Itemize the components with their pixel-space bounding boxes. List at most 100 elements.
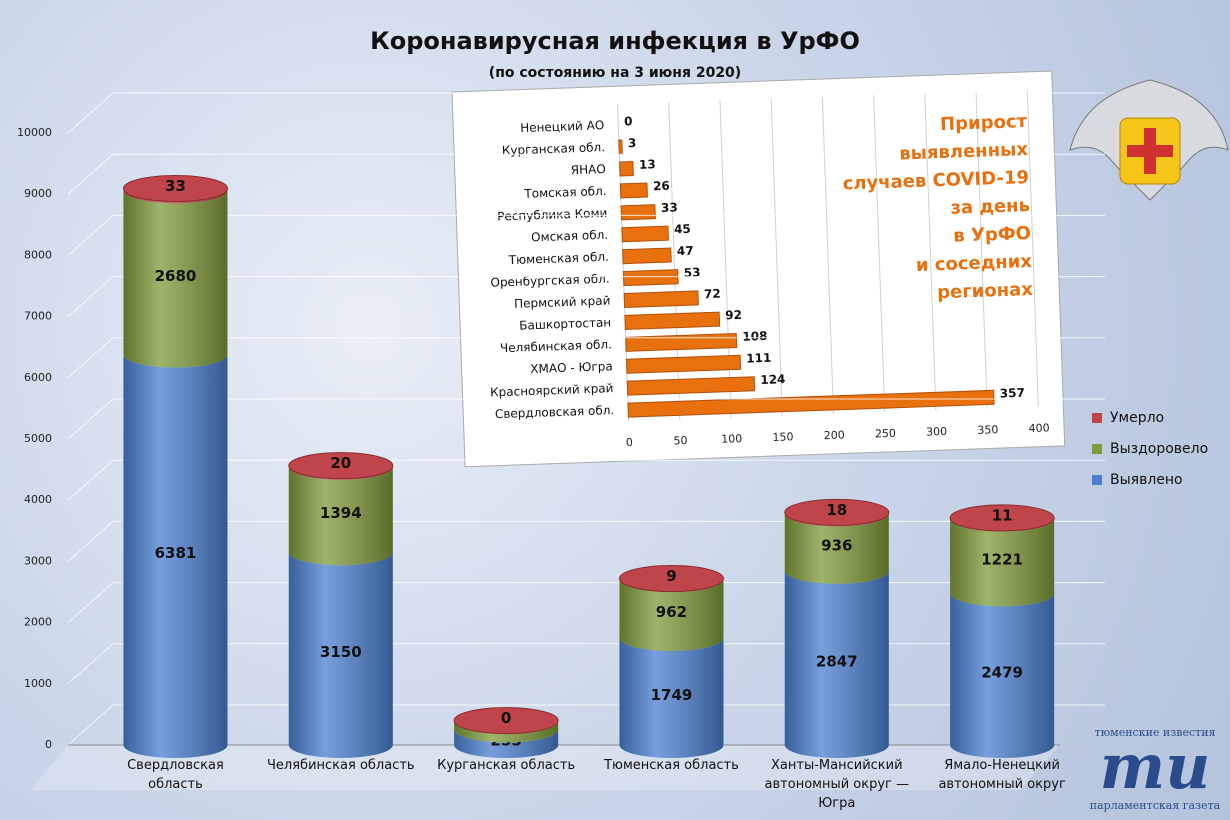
y-tick-label: 7000 (24, 310, 52, 323)
y-tick-label: Тюменская обл. (507, 250, 609, 268)
y-tick-label: 1000 (24, 677, 52, 690)
value-label: 18 (826, 501, 847, 519)
value-label: 72 (704, 287, 721, 302)
value-label: 1394 (320, 504, 362, 522)
bar (627, 389, 995, 418)
value-label: 2680 (155, 267, 197, 285)
cylinder-top (122, 174, 228, 202)
cylinder-shading (454, 729, 559, 758)
bar (626, 376, 756, 396)
value-label: 6381 (155, 544, 197, 562)
y-tick-label: 4000 (24, 493, 52, 506)
value-label: 936 (821, 537, 852, 555)
value-label: 3150 (320, 643, 362, 661)
cylinder-top (288, 452, 394, 480)
value-label: 13 (639, 157, 656, 172)
y-tick-label: Республика Коми (497, 206, 608, 224)
value-label: 357 (1000, 386, 1026, 401)
legend-swatch (1092, 444, 1102, 454)
value-label: 53 (684, 265, 701, 280)
x-tick-label: 0 (626, 436, 633, 449)
grid-line (67, 704, 1105, 746)
value-label: 26 (653, 179, 670, 194)
grid-line (821, 97, 834, 414)
cylinder-top (453, 707, 559, 735)
x-tick-label: Челябинская область (267, 758, 415, 773)
x-tick-label: 350 (977, 423, 998, 437)
y-tick-label: ХМАО - Югра (530, 359, 613, 376)
chart-subtitle: (по состоянию на 3 июня 2020) (489, 65, 741, 81)
y-tick-label: 3000 (24, 554, 52, 567)
cylinder-shading (619, 579, 724, 651)
x-tick-label: 200 (823, 429, 844, 443)
grid-line (873, 95, 886, 413)
bar (621, 225, 669, 243)
grid-line (67, 582, 1105, 623)
cylinder-top (949, 504, 1055, 532)
value-label: 3 (628, 136, 637, 150)
x-tick-label: 400 (1028, 421, 1049, 435)
cylinder-shading (619, 637, 724, 758)
value-label: 2479 (981, 664, 1023, 682)
chart-title: Коронавирусная инфекция в УрФО (370, 27, 860, 55)
inset-chart: 0 50 100 150 200 250 300 350 400 Ненецкий АО 0 Кург… (451, 70, 1066, 468)
value-label: 124 (760, 372, 786, 387)
x-tick-label: 300 (926, 425, 947, 439)
emblem (1069, 79, 1229, 201)
bar (622, 247, 672, 265)
grid-line (67, 214, 1105, 256)
grid-line (1026, 89, 1039, 407)
value-label: 111 (746, 351, 772, 366)
y-tick-label: Свердловская обл. (495, 403, 615, 421)
bar (619, 161, 634, 177)
y-tick-label: Красноярский край (490, 381, 614, 399)
grid-line (67, 153, 1105, 195)
legend-swatch (1092, 413, 1102, 423)
value-label: 11 (992, 506, 1013, 524)
value-label: 33 (661, 200, 678, 215)
bar (622, 269, 679, 287)
y-tick-label: 8000 (24, 248, 52, 261)
value-label: 92 (725, 308, 742, 323)
y-tick-label: Томская обл. (523, 184, 607, 201)
y-tick-label: 0 (45, 738, 52, 751)
value-label: 1749 (651, 686, 693, 704)
branding: тюменские известия ти парламентская газе… (1090, 726, 1221, 812)
y-tick-label: Омская обл. (531, 228, 608, 245)
grid-line (924, 93, 937, 411)
y-tick-label: 5000 (24, 432, 52, 445)
cylinder-shading (950, 593, 1055, 758)
value-label: 1221 (981, 550, 1023, 568)
inset-panel (451, 70, 1066, 468)
grid-line (67, 643, 1105, 685)
cylinder-shading (288, 552, 393, 758)
x-tick-label: 250 (875, 427, 896, 441)
x-tick-label: Свердловская область (127, 758, 224, 792)
grid-line (67, 337, 1105, 379)
cylinder-top (784, 498, 890, 526)
legend-label: Умерло (1110, 410, 1164, 426)
inset-title: Прирост выявленных случаев COVID-19 за д… (842, 111, 1034, 304)
x-tick-label: 50 (673, 434, 687, 447)
value-label: 9 (666, 567, 676, 585)
brand-top: тюменские известия (1095, 726, 1216, 739)
y-tick-label: Башкортостан (519, 315, 611, 332)
bar (625, 354, 742, 374)
grid-line (975, 91, 988, 409)
grid-line (67, 276, 1105, 317)
x-tick-label: 100 (721, 432, 742, 446)
cylinder-shading (123, 190, 228, 368)
grid-line (67, 92, 1105, 134)
cylinder-shading (288, 466, 393, 566)
cylinder-shading (454, 720, 559, 743)
y-tick-label: Пермский край (514, 293, 611, 310)
x-tick-label: 150 (772, 430, 793, 444)
value-label: 962 (656, 603, 687, 621)
y-tick-label: Челябинская обл. (500, 337, 612, 355)
brand-mark: ти (1100, 730, 1211, 803)
grid-line (67, 459, 1105, 501)
cylinder-shading (784, 513, 889, 584)
bar (620, 204, 656, 221)
cylinder-shading (950, 518, 1055, 607)
bar (619, 182, 648, 199)
